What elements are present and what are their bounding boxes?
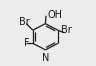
Text: Br: Br [61, 25, 72, 35]
Text: F: F [24, 38, 30, 48]
Text: Br: Br [19, 17, 30, 27]
Text: OH: OH [48, 10, 63, 20]
Text: N: N [42, 53, 49, 63]
